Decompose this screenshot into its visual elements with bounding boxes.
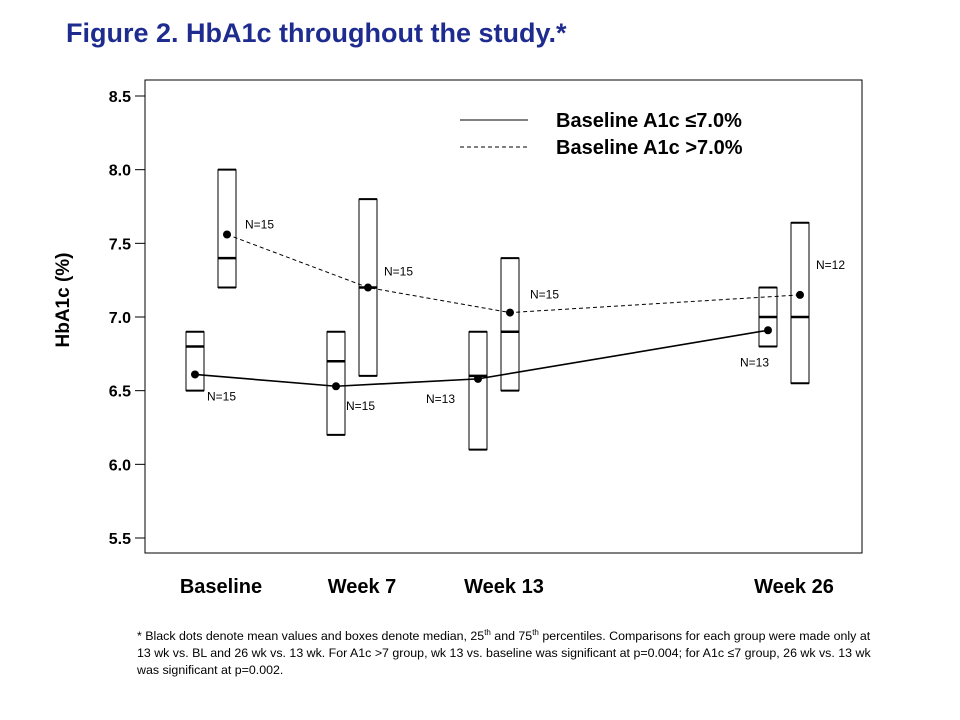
x-category-label: Week 13: [464, 576, 544, 598]
page-title: Figure 2. HbA1c throughout the study.*: [66, 18, 567, 48]
plot-frame: [144, 79, 863, 554]
box: [500, 257, 520, 392]
y-tick-label: 7.0: [109, 310, 131, 327]
footnote-sup-1: th: [484, 628, 491, 637]
footnote-sup-2: th: [532, 628, 539, 637]
legend-label-2: Baseline A1c >7.0%: [556, 137, 743, 159]
y-axis-label: HbA1c (%): [53, 252, 74, 348]
mean-dot: [764, 326, 772, 335]
y-tick-label: 6.5: [109, 384, 131, 401]
series-line-2: [226, 234, 801, 314]
series-line-1: [194, 329, 769, 388]
box: [185, 331, 205, 392]
n-label: N=15: [530, 288, 559, 302]
box: [790, 222, 810, 384]
n-label: N=15: [346, 399, 375, 413]
footnote-part-2: and 75: [490, 629, 533, 644]
n-label: N=12: [816, 258, 845, 272]
mean-dot: [506, 308, 514, 317]
x-category-label: Week 26: [754, 576, 834, 598]
mean-dot: [191, 370, 199, 379]
mean-dot: [364, 283, 372, 292]
y-tick-label: 8.5: [109, 89, 131, 106]
y-tick-label: 5.5: [109, 531, 131, 548]
mean-dot: [796, 290, 804, 299]
box: [468, 331, 488, 451]
footnote-part-1: * Black dots denote mean values and boxe…: [137, 629, 485, 644]
n-label: N=15: [245, 217, 274, 231]
x-category-label: Baseline: [179, 576, 263, 598]
footnote: * Black dots denote mean values and boxe…: [137, 624, 877, 679]
y-tick-label: 6.0: [109, 457, 131, 474]
box: [217, 169, 237, 289]
y-tick-label: 8.0: [109, 163, 131, 180]
n-label: N=13: [740, 355, 769, 369]
legend-label-1: Baseline A1c ≤7.0%: [556, 110, 742, 132]
y-tick-label: 7.5: [109, 236, 131, 253]
x-category-label: Week 7: [327, 576, 397, 598]
mean-dot: [223, 230, 231, 239]
mean-dot: [332, 382, 340, 391]
mean-dot: [474, 374, 482, 383]
footnote-part-3: percentiles. Comparisons for each group …: [137, 629, 871, 678]
n-label: N=15: [384, 265, 413, 279]
n-label: N=15: [207, 389, 236, 403]
n-label: N=13: [426, 392, 455, 406]
